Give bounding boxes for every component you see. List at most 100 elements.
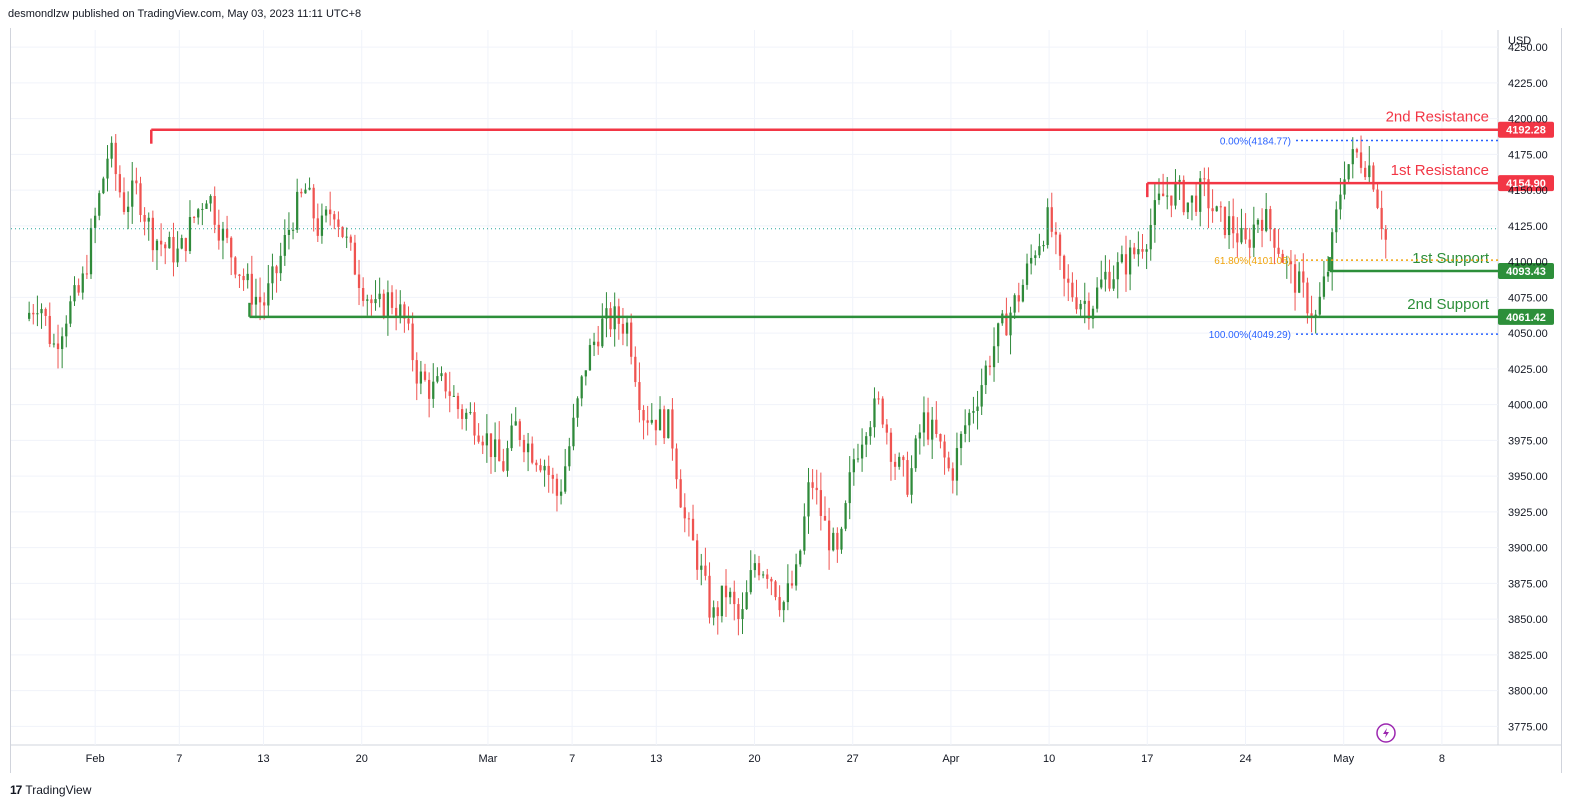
candle-body bbox=[1141, 249, 1144, 252]
candle-body bbox=[221, 228, 225, 241]
price-badge-text: 4192.28 bbox=[1506, 125, 1546, 137]
candle-body bbox=[547, 465, 550, 475]
y-tick-label: 3925.00 bbox=[1508, 507, 1548, 519]
y-tick-label: 3875.00 bbox=[1508, 578, 1548, 590]
candle-body bbox=[1137, 249, 1140, 255]
candle-body bbox=[1244, 227, 1247, 240]
candle-body bbox=[485, 433, 488, 446]
price-badge-text: 4093.43 bbox=[1506, 266, 1546, 278]
y-tick-label: 3975.00 bbox=[1508, 435, 1548, 447]
candle-body bbox=[638, 382, 641, 411]
candle-body bbox=[498, 439, 501, 462]
candle-body bbox=[386, 292, 390, 317]
candle-body bbox=[502, 461, 505, 471]
candle-body bbox=[399, 304, 402, 318]
level-label: 1st Support bbox=[1412, 250, 1490, 267]
candle-body bbox=[1100, 279, 1103, 288]
candle-body bbox=[1120, 254, 1124, 263]
candle-body bbox=[143, 215, 146, 222]
candle-body bbox=[155, 240, 159, 251]
candle-body bbox=[316, 218, 319, 236]
candle-body bbox=[225, 228, 229, 238]
candle-body bbox=[576, 398, 579, 418]
candle-body bbox=[1190, 195, 1194, 203]
price-badge bbox=[1498, 308, 1554, 325]
candle-body bbox=[291, 229, 295, 231]
candle-body bbox=[869, 427, 872, 437]
candle-body bbox=[164, 244, 167, 249]
candle-body bbox=[188, 217, 192, 252]
candle-body bbox=[469, 412, 472, 414]
candle-body bbox=[1021, 284, 1025, 302]
price-axis[interactable]: 3775.00 3800.00 3825.00 3850.00 3875.00 3900.… bbox=[1508, 42, 1548, 733]
candle-body bbox=[922, 412, 926, 433]
candle-body bbox=[601, 318, 604, 347]
candle-body bbox=[1331, 232, 1334, 272]
candle-body bbox=[906, 460, 909, 495]
candle-body bbox=[1030, 257, 1033, 264]
candle-body bbox=[36, 313, 39, 315]
candle-body bbox=[902, 456, 905, 461]
fib-label: 100.00%(4049.29) bbox=[1209, 330, 1291, 341]
candle-body bbox=[1166, 195, 1169, 197]
level-label: 2nd Resistance bbox=[1386, 109, 1489, 126]
candle-body bbox=[250, 273, 253, 305]
candle-body bbox=[263, 302, 266, 306]
candle-body bbox=[106, 158, 109, 179]
chart-panel[interactable] bbox=[10, 28, 1562, 773]
candle-body bbox=[766, 574, 769, 579]
candle-body bbox=[1376, 189, 1379, 208]
tradingview-brand[interactable]: 17 TradingView bbox=[10, 783, 91, 797]
candle-body bbox=[197, 209, 200, 218]
candle-body bbox=[126, 206, 130, 212]
candle-body bbox=[366, 299, 369, 301]
candle-body bbox=[1174, 181, 1177, 206]
candle-body bbox=[419, 371, 423, 384]
candle-body bbox=[1227, 216, 1231, 236]
candle-body bbox=[1071, 282, 1074, 298]
candle-body bbox=[477, 435, 480, 442]
x-tick-label: 7 bbox=[569, 753, 575, 765]
candle-body bbox=[201, 208, 204, 210]
candle-body bbox=[378, 293, 381, 300]
candle-body bbox=[1368, 165, 1371, 178]
x-tick-label: 24 bbox=[1239, 753, 1251, 765]
fib-label: 0.00%(4184.77) bbox=[1220, 136, 1291, 147]
flash-icon[interactable] bbox=[1376, 723, 1396, 743]
time-axis[interactable]: Feb 7 13 20 Mar 7 13 20 27 Apr 10 17 24 May 8 bbox=[86, 753, 1445, 765]
candle-body bbox=[180, 238, 183, 249]
candle-body bbox=[1335, 209, 1338, 233]
candle-body bbox=[1384, 229, 1387, 240]
candle-body bbox=[312, 187, 315, 219]
candle-body bbox=[580, 376, 583, 399]
candle-body bbox=[1359, 152, 1363, 168]
candle-body bbox=[1001, 313, 1004, 324]
y-tick-label: 3825.00 bbox=[1508, 650, 1548, 662]
candle-body bbox=[1124, 254, 1128, 275]
candle-body bbox=[32, 312, 35, 315]
candle-body bbox=[1186, 202, 1189, 213]
candle-body bbox=[213, 196, 216, 225]
candle-body bbox=[1285, 261, 1288, 263]
candle-body bbox=[489, 433, 493, 458]
candle-body bbox=[696, 540, 699, 570]
brand-name: TradingView bbox=[25, 783, 92, 797]
candle-body bbox=[939, 434, 942, 442]
candle-body bbox=[493, 439, 497, 458]
candle-body bbox=[572, 417, 575, 447]
candle-body bbox=[968, 412, 971, 426]
candle-body bbox=[345, 236, 348, 238]
candlestick-chart[interactable]: 2nd Resistance 4192.28 1st Resistance 4154.… bbox=[0, 0, 1571, 780]
candle-body bbox=[671, 409, 674, 449]
publish-info: desmondlzw published on TradingView.com,… bbox=[8, 8, 362, 20]
candle-body bbox=[506, 448, 509, 471]
candle-body bbox=[1087, 300, 1091, 319]
candle-body bbox=[984, 365, 987, 386]
candle-body bbox=[1326, 271, 1330, 277]
candle-body bbox=[275, 266, 278, 274]
candle-body bbox=[337, 219, 340, 227]
candle-body bbox=[790, 583, 794, 586]
candle-body bbox=[691, 518, 695, 541]
candle-body bbox=[308, 187, 311, 190]
candle-body bbox=[481, 441, 484, 446]
